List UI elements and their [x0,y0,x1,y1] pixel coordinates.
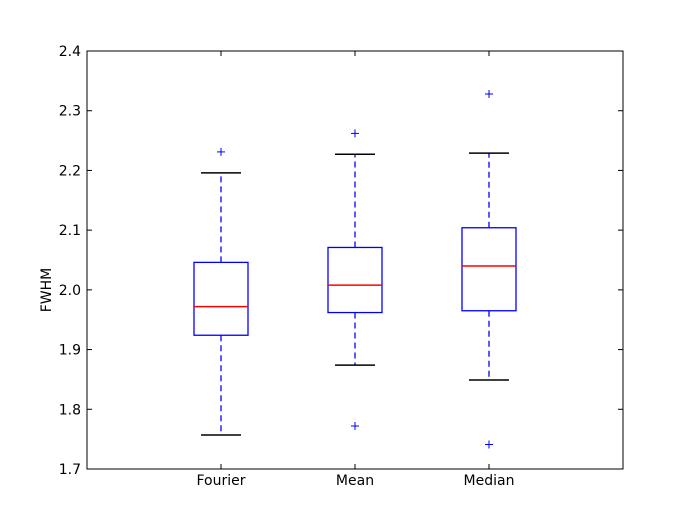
y-tick-label: 2.2 [59,163,81,179]
outlier-marker [217,147,225,156]
box-iqr [327,246,383,314]
y-tick-label: 2.1 [59,223,81,239]
y-axis-label: FWHM [39,268,55,313]
plot-area: 1.7 1.8 1.9 2.0 2.1 2.2 2.3 2.4 Fourier Mean Media… [59,44,624,489]
y-tick-label: 2.3 [59,104,81,120]
x-tick-label: Median [464,473,515,489]
outlier-marker [485,440,493,449]
outlier-marker [485,89,493,98]
x-tick-label: Fourier [196,473,245,489]
y-tick-label: 1.7 [59,462,81,478]
y-tick-label: 1.9 [59,343,81,359]
plot-frame [86,50,624,470]
y-tick-label: 2.0 [59,283,81,299]
box-iqr [461,227,517,312]
y-tick-label: 1.8 [59,402,81,418]
x-tick-label: Mean [336,473,374,489]
outlier-marker [351,129,359,138]
box-iqr [193,261,249,336]
outlier-marker [351,422,359,431]
y-tick-label: 2.4 [59,44,81,60]
